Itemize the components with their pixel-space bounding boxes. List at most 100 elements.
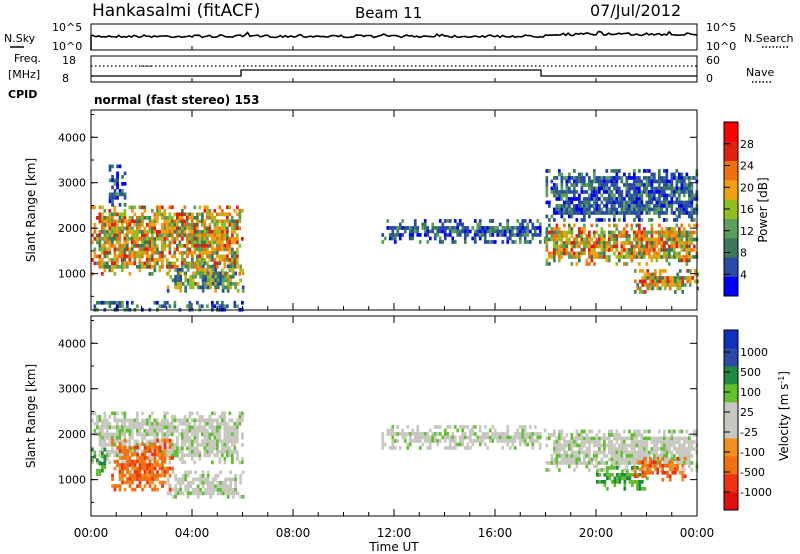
power-echo-cell [201, 271, 205, 276]
power-echo-cell [116, 212, 119, 217]
velocity-echo-cell [156, 477, 159, 481]
power-echo-cell [680, 234, 684, 238]
velocity-echo-cell [161, 443, 164, 447]
power-echo-cell [558, 258, 561, 263]
velocity-echo-cell [580, 450, 584, 455]
power-echo-cell [653, 204, 656, 208]
power-echo-cell [613, 234, 616, 238]
velocity-echo-cell [111, 436, 114, 440]
velocity-echo-cell [666, 463, 670, 468]
power-echo-cell [211, 254, 214, 259]
velocity-echo-cell [621, 473, 624, 477]
velocity-echo-cell [635, 450, 639, 455]
power-echo-cell [628, 237, 631, 242]
power-echo-cell [668, 186, 671, 191]
power-echo-cell [111, 230, 114, 234]
y-tick-label: 2000 [58, 222, 86, 235]
power-echo-cell [226, 254, 229, 259]
power-echo-cell [483, 236, 487, 241]
velocity-colorbar-tick-label: 25 [740, 406, 754, 419]
power-echo-cell [213, 247, 217, 252]
power-echo-cell [151, 226, 154, 231]
power-echo-cell [436, 229, 440, 234]
velocity-echo-cell [91, 418, 94, 423]
power-echo-cell [673, 283, 677, 287]
power-echo-cell [555, 244, 559, 249]
power-echo-cell [226, 244, 229, 248]
velocity-echo-cell [191, 450, 194, 454]
power-echo-cell [533, 226, 537, 230]
power-echo-cell [174, 275, 177, 279]
power-echo-cell [605, 241, 609, 245]
power-echo-cell [560, 244, 564, 249]
velocity-echo-cell [179, 491, 182, 496]
power-echo-cell [633, 197, 636, 201]
velocity-echo-cell [615, 440, 619, 444]
power-echo-cell [168, 212, 172, 217]
power-echo-cell [236, 205, 239, 210]
power-echo-cell [653, 179, 656, 184]
velocity-echo-cell [239, 474, 242, 478]
velocity-echo-cell [538, 442, 542, 447]
power-echo-cell [408, 236, 412, 241]
velocity-echo-cell [189, 491, 192, 496]
power-echo-cell [645, 251, 649, 256]
velocity-echo-cell [126, 477, 129, 481]
power-echo-cell [663, 286, 667, 291]
power-echo-cell [558, 244, 561, 249]
power-echo-cell [570, 234, 574, 238]
velocity-echo-cell [173, 450, 177, 454]
velocity-echo-cell [113, 453, 117, 458]
velocity-echo-cell [111, 446, 114, 451]
power-echo-cell [650, 248, 654, 252]
velocity-echo-cell [226, 436, 229, 440]
power-echo-cell [655, 179, 659, 184]
power-echo-cell [234, 282, 237, 286]
velocity-echo-cell [595, 457, 599, 462]
power-echo-cell [685, 207, 689, 212]
power-echo-cell [548, 262, 551, 266]
power-echo-cell [158, 205, 162, 210]
velocity-echo-cell [126, 446, 129, 451]
power-echo-cell [111, 196, 114, 200]
velocity-echo-cell [563, 450, 566, 455]
power-echo-cell [163, 219, 167, 224]
colorbar-swatch [724, 402, 738, 421]
power-echo-cell [126, 237, 129, 241]
velocity-echo-cell [668, 477, 672, 482]
velocity-echo-cell [136, 422, 139, 426]
power-echo-cell [153, 244, 157, 248]
power-echo-cell [620, 241, 624, 245]
power-echo-cell [580, 183, 584, 187]
velocity-echo-cell [563, 443, 566, 448]
velocity-echo-cell [176, 436, 179, 440]
velocity-echo-cell [173, 425, 177, 430]
power-echo-cell [663, 176, 666, 180]
power-echo-cell [214, 289, 217, 293]
velocity-echo-cell [575, 440, 579, 444]
velocity-echo-cell [683, 461, 686, 465]
velocity-echo-cell [595, 461, 599, 465]
velocity-echo-cell [558, 450, 561, 455]
velocity-echo-cell [191, 411, 194, 416]
velocity-echo-cell [536, 435, 540, 440]
power-echo-cell [653, 230, 656, 235]
power-echo-cell [206, 251, 209, 255]
power-echo-cell [518, 222, 522, 227]
velocity-echo-cell [176, 446, 179, 451]
velocity-echo-cell [670, 433, 674, 437]
power-echo-cell [506, 226, 510, 230]
velocity-echo-cell [106, 436, 109, 440]
velocity-echo-cell [141, 425, 144, 430]
velocity-echo-cell [560, 447, 564, 451]
velocity-echo-cell [211, 488, 215, 492]
velocity-echo-cell [143, 418, 147, 423]
power-echo-cell [106, 240, 109, 245]
velocity-echo-cell [138, 425, 142, 430]
velocity-echo-cell [189, 470, 192, 475]
power-echo-cell [216, 300, 219, 305]
velocity-echo-cell [461, 432, 465, 436]
velocity-echo-cell [226, 484, 230, 489]
power-echo-cell [598, 218, 601, 222]
velocity-echo-cell [161, 450, 164, 454]
